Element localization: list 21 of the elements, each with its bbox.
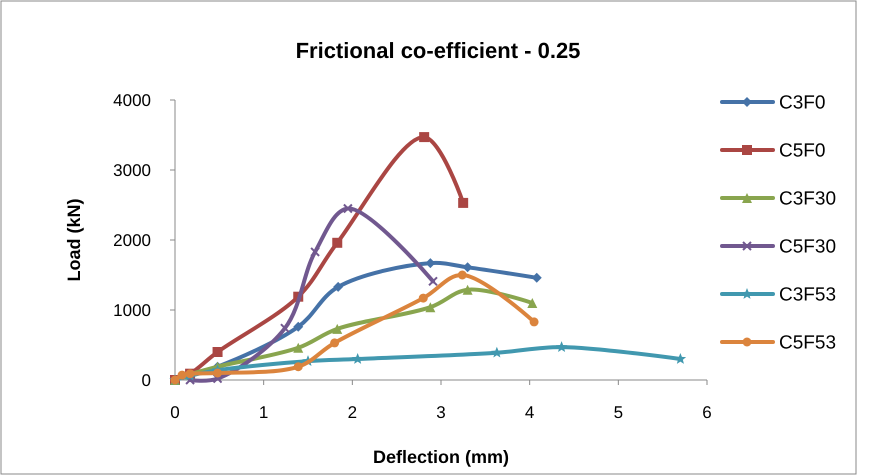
x-tick-label: 3 [436,403,446,422]
y-tick-label: 1000 [113,300,151,320]
legend-label: C5F0 [779,140,826,162]
x-tick-label: 6 [702,403,712,422]
y-tick-label: 4000 [113,90,151,110]
legend-label: C3F30 [779,188,836,210]
x-axis-title: Deflection (mm) [372,447,510,467]
legend-label: C3F0 [779,92,826,114]
x-tick-label: 4 [524,403,534,422]
legend-label: C3F53 [779,284,836,306]
legend-label: C5F30 [779,236,836,258]
legend-label: C5F53 [779,332,836,354]
x-tick-label: 5 [614,403,624,422]
y-tick-label: 0 [142,370,151,390]
x-tick-label: 2 [348,403,358,422]
y-tick-label: 2000 [113,230,151,250]
x-tick-label: 0 [170,403,180,422]
x-tick-label: 1 [258,403,268,422]
y-tick-label: 3000 [113,160,151,180]
chart-title: Frictional co-efficient - 0.25 [296,38,580,63]
y-axis-title: Load (kN) [64,198,84,282]
